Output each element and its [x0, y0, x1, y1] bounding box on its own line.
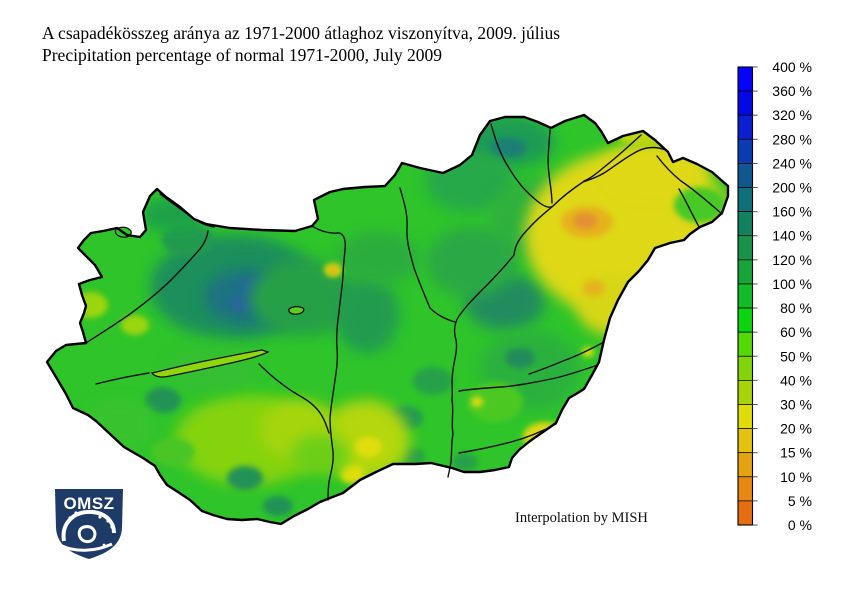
- legend-segment: [737, 428, 753, 454]
- precipitation-field: [47, 115, 728, 524]
- precip-region-blob: [250, 260, 360, 336]
- bodrog-river: [583, 134, 642, 182]
- legend-segment: [737, 114, 753, 140]
- legend-tick-label: 280 %: [772, 131, 812, 147]
- legend-segment: [737, 380, 753, 405]
- legend-segment: [737, 163, 753, 188]
- legend-outline: [737, 66, 754, 526]
- omsz-logo: OMSZ: [55, 489, 123, 559]
- danube-river: [311, 225, 346, 501]
- precip-region-blob: [230, 294, 256, 312]
- legend-segment: [737, 138, 753, 164]
- sio-channel: [258, 363, 330, 434]
- precip-region-blob: [227, 466, 263, 490]
- hungary-border: [45, 113, 730, 526]
- lake-velence: [288, 305, 305, 315]
- zala-river: [95, 372, 150, 385]
- legend-tick-label: 200 %: [772, 180, 812, 196]
- legend-tick-label: 120 %: [772, 252, 812, 268]
- precip-region-blob: [340, 465, 364, 483]
- legend-segment: [737, 476, 753, 502]
- legend-tick-label: 50 %: [780, 348, 812, 364]
- precip-region-blob: [427, 227, 517, 297]
- legend-tick-label: 30 %: [780, 396, 812, 412]
- legend-tick-label: 360 %: [772, 83, 812, 99]
- title-hungarian: A csapadékösszeg aránya az 1971-2000 átl…: [42, 23, 561, 43]
- legend-segment: [737, 307, 753, 333]
- legend-segment: [737, 259, 753, 285]
- map-title: A csapadékösszeg aránya az 1971-2000 átl…: [42, 22, 560, 66]
- precip-region-blob: [471, 397, 483, 407]
- legend-tick-label: 240 %: [772, 155, 812, 171]
- maros-river: [458, 423, 557, 454]
- sajo-river: [490, 123, 554, 208]
- precip-region-blob: [290, 435, 350, 475]
- title-english: Precipitation percentage of normal 1971-…: [42, 45, 442, 65]
- precip-region-blob: [335, 277, 399, 353]
- legend-segment: [737, 355, 753, 381]
- attribution-text: Interpolation by MISH: [515, 510, 648, 526]
- legend-tick-label: 80 %: [780, 300, 812, 316]
- hernad-river: [547, 129, 553, 204]
- omsz-wave-icon: [61, 509, 116, 552]
- precip-region-blob: [121, 315, 149, 335]
- precip-region-blob: [329, 267, 337, 273]
- legend-tick-label: 20 %: [780, 421, 812, 437]
- legend-tick-label: 400 %: [772, 59, 812, 75]
- koros-river: [458, 364, 599, 392]
- precip-region-blob: [354, 437, 382, 457]
- tisza-river: [447, 146, 667, 478]
- legend-tick-label: 40 %: [780, 372, 812, 388]
- precip-region-blob: [674, 187, 726, 223]
- szamos-river: [656, 155, 723, 215]
- precip-region-blob: [490, 138, 526, 158]
- precip-region-blob: [467, 382, 523, 422]
- lake-balaton: [150, 349, 270, 378]
- legend-tick-label: 60 %: [780, 324, 812, 340]
- raba-river: [85, 230, 209, 344]
- omsz-logo-text: OMSZ: [63, 494, 114, 513]
- legend-segment: [737, 211, 753, 237]
- legend-tick-label: 0 %: [788, 517, 812, 533]
- precipitation-legend: 400 % 360 % 320 % 280 % 240 % 200 % 160 % 140 %…: [737, 59, 812, 533]
- precip-region-blob: [573, 213, 597, 229]
- legend-tick-label: 10 %: [780, 469, 812, 485]
- precip-region-blob: [85, 399, 155, 449]
- zagyva-river: [399, 187, 456, 323]
- legend-segment: [737, 187, 753, 212]
- precip-region-blob: [151, 438, 195, 466]
- legend-tick-label: 140 %: [772, 228, 812, 244]
- precip-region-blob: [452, 453, 478, 471]
- precip-region-blob: [336, 232, 420, 284]
- koros-river: [528, 341, 605, 375]
- legend-segment: [737, 452, 753, 478]
- legend-tick-label: 15 %: [780, 445, 812, 461]
- legend-segment: [737, 66, 753, 92]
- legend-tick-label: 320 %: [772, 107, 812, 123]
- legend-segment: [737, 500, 753, 526]
- precip-region-blob: [505, 348, 535, 368]
- legend-tick-label: 160 %: [772, 204, 812, 220]
- legend-segment: [737, 90, 753, 116]
- precip-region-blob: [263, 496, 293, 516]
- precip-region-blob: [583, 280, 605, 296]
- legend-segment: [737, 235, 753, 261]
- legend-tick-label: 5 %: [788, 493, 812, 509]
- omsz-shield: [55, 489, 123, 559]
- precip-region-blob: [145, 387, 181, 413]
- legend-segment: [737, 404, 753, 429]
- kraszna-river: [678, 188, 700, 228]
- precip-region-blob: [413, 367, 453, 395]
- precip-region-blob: [72, 292, 108, 318]
- legend-segment: [737, 283, 753, 309]
- legend-tick-label: 100 %: [772, 276, 812, 292]
- precip-region-blob: [523, 422, 567, 452]
- legend-segment: [737, 331, 753, 357]
